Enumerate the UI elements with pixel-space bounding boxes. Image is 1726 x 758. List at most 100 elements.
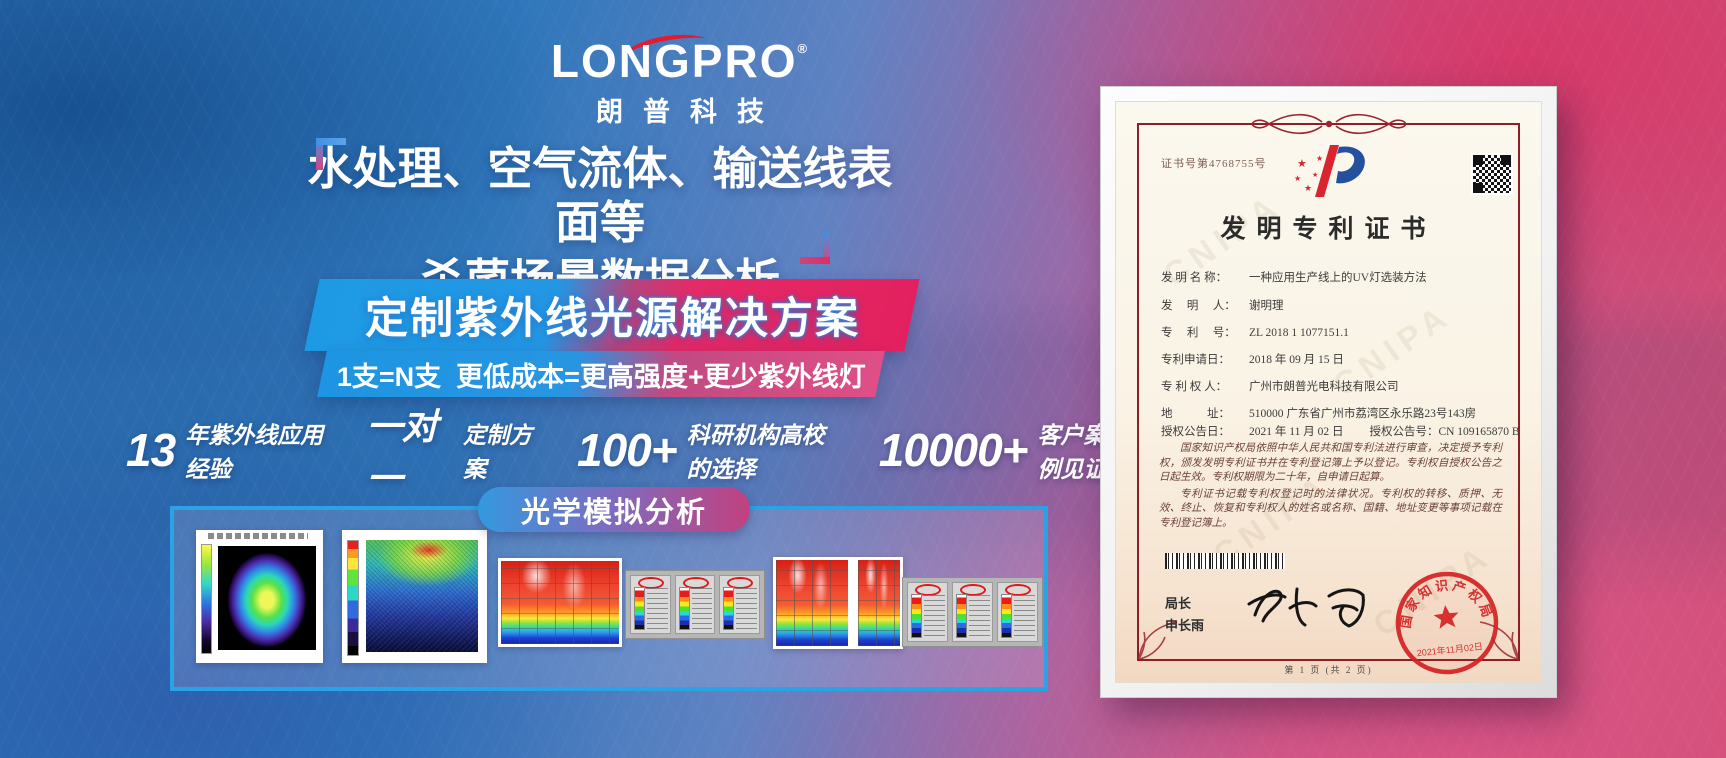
cert-row-inventor: 发 明 人： 谢明理 [1161,297,1502,313]
rainbow-bar [723,587,735,630]
certificate-body: 国家知识产权局依照中华人民共和国专利法进行审查，决定授予专利权，颁发发明专利证书… [1159,442,1502,533]
patent-certificate-frame: CNIPA CNIPA CNIPA CNIPA [1100,86,1557,698]
surface-heatmap-small [498,558,622,647]
field-label: 专利申请日： [1161,354,1230,366]
heatmap [501,561,619,644]
tick-values [736,588,758,630]
body-paragraph: 专利证书记载专利权登记时的法律状况。专利权的转移、质押、无效、终止、恢复和专利权… [1159,488,1502,529]
grid-overlay [501,561,619,644]
signer-block: 局长 申长雨 [1165,593,1204,637]
field-value: 谢明理 [1249,300,1284,312]
plot-area [366,540,478,652]
field-label: 地 址： [1161,408,1230,420]
plot-area [218,546,316,650]
svg-text:★: ★ [1312,171,1318,179]
body-paragraph: 国家知识产权局依照中华人民共和国专利法进行审查，决定授予专利权，颁发发明专利证书… [1159,443,1502,483]
optical-simulation-badge: 光学模拟分析 [478,487,750,532]
headline-line1: 水处理、空气流体、输送线表面等 [307,143,893,248]
stat-value: 13 [126,424,176,476]
field-value: 一种应用生产线上的UV灯选装方法 [1249,272,1427,284]
cert-row-patent-number: 专 利 号： ZL 2018 1 1077151.1 [1161,324,1502,340]
plot-title-placeholder [208,533,308,539]
certificate-number: 证书号第4768755号 [1161,158,1267,170]
certificate-paper: CNIPA CNIPA CNIPA CNIPA [1115,101,1542,683]
rainbow-bar [678,587,690,630]
surface-heatmap-wide [773,557,903,649]
signature-icon [1247,587,1365,628]
stats-row: 13 年紫外线应用经验 一对一 定制方案 100+ 科研机构高校的选择 1000… [126,406,1126,499]
stat-one-to-one: 一对一 定制方案 [367,398,539,502]
noise-overlay [366,540,478,652]
stat-value: 一对一 [366,406,438,499]
field-value: 广州市朗普光电科技有限公司 [1249,381,1399,393]
field-value: 510000 广东省广州市荔湾区永乐路23号143房 [1249,408,1477,420]
stat-label: 年紫外线应用经验 [185,422,324,482]
legend-panel-2 [902,577,1043,647]
solution-banner: 定制紫外线光源解决方案 [304,279,920,351]
heatmap-right [858,560,900,646]
corner-bracket-top-left [316,138,346,170]
solution-banner-subtitle-band: 1支=N支 更低成本=更高强度+更少紫外线灯 [317,351,885,397]
irradiance-blob [218,546,316,650]
logo-swoosh-icon [620,34,706,56]
optical-simulation-panel [170,506,1048,691]
page-number: 第 1 页 (共 2 页) [1284,665,1373,675]
cert-row-invention-name: 发 明 名 称： 一种应用生产线上的UV灯选装方法 [1161,269,1502,285]
field-label: 专 利 权 人： [1161,381,1228,393]
tick-values [1014,595,1035,638]
svg-text:★: ★ [1316,154,1323,163]
qr-code [1471,153,1513,195]
svg-text:★: ★ [1294,174,1301,183]
solution-banner-title: 定制紫外线光源解决方案 [364,295,860,343]
field-label: 授权公告日： [1161,426,1230,438]
legend-scale [674,575,716,634]
corner-bracket-bottom-right [800,232,830,264]
solution-banner-subtitle: 1支=N支 更低成本=更高强度+更少紫外线灯 [336,361,866,392]
stat-value: 10000+ [878,424,1029,476]
grid-overlay [776,560,848,646]
stat-customers: 10000+ 客户案例见证 [879,416,1126,484]
svg-text:★: ★ [1304,183,1312,193]
field-value: ZL 2018 1 1077151.1 [1249,327,1349,339]
cert-row-grant: 授权公告日： 2021 年 11 月 02 日 授权公告号：CN 109165870… [1161,423,1520,439]
rainbow-bar [956,594,967,638]
legend-panel-1 [625,570,765,639]
rainbow-bar [1001,594,1012,638]
tick-values [969,595,990,638]
grant-number-label: 授权公告号： [1369,426,1439,438]
legend-scale [997,582,1038,642]
legend-scale [719,575,761,634]
registered-mark: ® [797,41,810,56]
field-value: 2018 年 09 月 15 日 [1249,354,1344,366]
field-label: 发 明 人： [1161,300,1236,312]
corner-flourish-icon [1138,621,1178,660]
cert-row-address: 地 址： 510000 广东省广州市荔湾区永乐路23号143房 [1161,405,1502,421]
rainbow-bar [911,594,922,638]
colorbar [347,540,359,656]
stat-experience: 13 年紫外线应用经验 [126,416,329,484]
brand-name: LONGPRO® [420,38,940,84]
border-ornament-icon [1250,113,1407,135]
stat-label: 客户案例见证 [1037,422,1107,482]
irradiance-map-blob [196,530,323,663]
signer-name: 申长雨 [1165,618,1205,633]
stat-value: 100+ [577,424,678,476]
tick-values [691,588,713,630]
cnipa-logo-icon: ★ ★ ★ ★ ★ [1294,145,1365,197]
rainbow-bar [634,587,645,630]
stat-label: 定制方案 [463,422,533,482]
grid-overlay [858,560,900,646]
field-label: 专 利 号： [1161,327,1236,339]
field-value: 2021 年 11 月 02 日 [1249,426,1344,438]
field-label: 发 明 名 称： [1161,272,1228,284]
brand-subtitle: 朗普科技 [596,97,784,127]
cert-row-filing-date: 专利申请日： 2018 年 09 月 15 日 [1161,351,1502,367]
svg-text:★: ★ [1297,158,1307,170]
tick-values [924,595,945,638]
cert-row-patentee: 专 利 权 人： 广州市朗普光电科技有限公司 [1161,378,1502,394]
heatmap-left [776,560,848,646]
official-seal: 国家知识产权局 2021年11月02日 [1393,571,1499,675]
certificate-title: 发明专利证书 [1220,216,1437,243]
stat-institutions: 100+ 科研机构高校的选择 [577,416,841,484]
